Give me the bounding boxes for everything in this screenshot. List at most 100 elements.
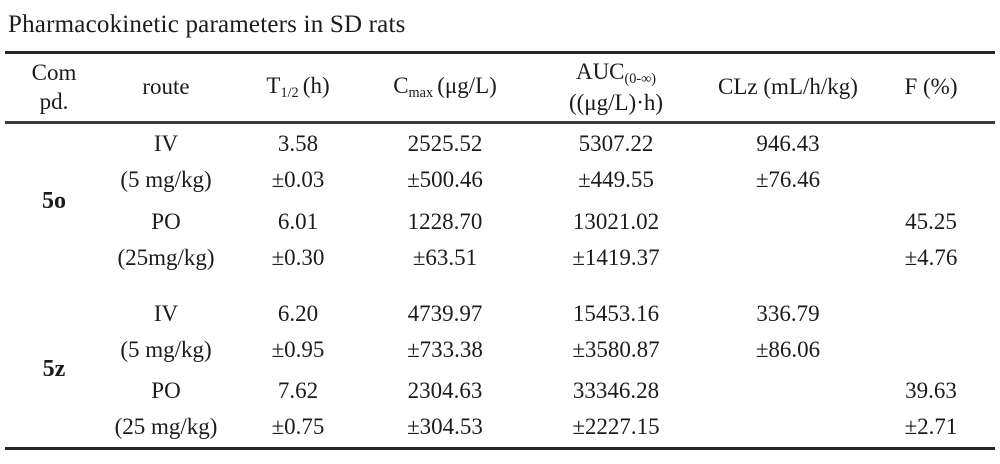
compound-label-5z: 5z <box>42 356 66 383</box>
header-auc: AUC(0-∞) ((μg/L)·h) <box>523 52 709 124</box>
t-half-mean: 6.01 <box>277 208 319 234</box>
t-half-unit: (h) <box>302 73 330 99</box>
clz-mean <box>709 204 867 240</box>
t-half-mean: 6.20 <box>277 300 319 326</box>
table-header: Com pd. route T1/2 (h) Cmax (μg/L) AUC(0-∞… <box>5 52 995 124</box>
clz-sd: ±76.46 <box>755 167 821 193</box>
table-row-5z-po: PO (25 mg/kg) 7.62 ±0.75 2304.63 ±304.53… <box>5 371 995 449</box>
cmax-mean: 4739.97 <box>407 300 483 326</box>
cell-route: PO (25mg/kg) <box>103 201 229 279</box>
header-compound-line2: pd. <box>39 88 69 114</box>
f-sd: ±2.71 <box>904 413 958 439</box>
cell-route: IV (5 mg/kg) <box>103 293 229 371</box>
route-value: PO <box>151 208 181 234</box>
header-compound: Com pd. <box>5 52 103 124</box>
cmax-sd: ±304.53 <box>407 413 483 439</box>
t-half-mean: 7.62 <box>277 377 319 403</box>
auc-mean: 33346.28 <box>572 377 660 403</box>
t-half-symbol: T <box>266 73 281 99</box>
cmax-mean: 1228.70 <box>407 208 483 234</box>
compound-label-5o: 5o <box>42 187 66 214</box>
cell-cmax: 2525.52 ±500.46 <box>367 123 523 201</box>
f-mean: 45.25 <box>905 208 957 234</box>
cell-auc: 33346.28 ±2227.15 <box>523 371 709 449</box>
cell-t-half: 3.58 ±0.03 <box>229 123 367 201</box>
cell-t-half: 7.62 ±0.75 <box>229 371 367 449</box>
cmax-sd: ±63.51 <box>412 244 478 270</box>
cell-cmax: 1228.70 ±63.51 <box>367 201 523 279</box>
cell-f: 39.63 ±2.71 <box>867 371 995 449</box>
route-value: IV <box>153 300 179 326</box>
cell-clz: 336.79 ±86.06 <box>709 293 867 371</box>
f-mean <box>867 296 995 332</box>
header-cmax: Cmax (μg/L) <box>367 52 523 124</box>
cell-auc: 5307.22 ±449.55 <box>523 123 709 201</box>
cmax-unit: (μg/L) <box>437 73 497 99</box>
spacer-cell <box>5 279 995 293</box>
pk-table: Com pd. route T1/2 (h) Cmax (μg/L) AUC(0-∞… <box>5 51 995 450</box>
cell-route: IV (5 mg/kg) <box>103 123 229 201</box>
auc-unit-line: ((μg/L)·h) <box>568 89 664 115</box>
cmax-subscript: max <box>408 85 434 102</box>
f-mean <box>867 126 995 162</box>
auc-sd: ±449.55 <box>578 167 654 193</box>
table-row-5z-iv: 5z IV (5 mg/kg) 6.20 ±0.95 4739.97 ±733.… <box>5 293 995 383</box>
auc-sd: ±3580.87 <box>572 336 660 362</box>
cell-clz: 946.43 ±76.46 <box>709 123 867 201</box>
dose-value: (5 mg/kg) <box>120 167 212 193</box>
table-title: Pharmacokinetic parameters in SD rats <box>8 11 406 38</box>
auc-symbol-line: AUC(0-∞) <box>523 58 709 89</box>
cmax-mean: 2304.63 <box>407 377 483 403</box>
cell-clz <box>709 201 867 279</box>
route-value: PO <box>151 377 181 403</box>
cell-clz <box>709 371 867 449</box>
header-f: F (%) <box>867 52 995 124</box>
f-sd <box>867 162 995 198</box>
clz-mean <box>709 373 867 409</box>
auc-sd: ±1419.37 <box>572 244 660 270</box>
t-half-mean: 3.58 <box>277 131 319 157</box>
clz-sd <box>709 409 867 445</box>
auc-mean: 15453.16 <box>572 300 660 326</box>
dose-value: (25 mg/kg) <box>114 413 218 439</box>
header-route: route <box>103 52 229 124</box>
f-sd <box>867 332 995 368</box>
table-row-5o-iv: 5o IV (5 mg/kg) 3.58 ±0.03 2525.52 ±500.… <box>5 123 995 214</box>
cmax-sd: ±500.46 <box>407 167 483 193</box>
t-half-sd: ±0.30 <box>271 244 325 270</box>
group-spacer <box>5 279 995 293</box>
cell-f: 45.25 ±4.76 <box>867 201 995 279</box>
auc-sd: ±2227.15 <box>572 413 660 439</box>
clz-mean: 336.79 <box>756 300 820 326</box>
cell-t-half: 6.01 ±0.30 <box>229 201 367 279</box>
t-half-sd: ±0.75 <box>271 413 325 439</box>
auc-mean: 13021.02 <box>572 208 660 234</box>
t-half-sd: ±0.03 <box>271 167 325 193</box>
auc-subscript: (0-∞) <box>624 70 657 87</box>
clz-sd: ±86.06 <box>755 336 821 362</box>
table-row-5o-po: PO (25mg/kg) 6.01 ±0.30 1228.70 ±63.51 1… <box>5 201 995 279</box>
auc-symbol: AUC <box>575 58 625 84</box>
cell-route: PO (25 mg/kg) <box>103 371 229 449</box>
header-row: Com pd. route T1/2 (h) Cmax (μg/L) AUC(0-∞… <box>5 52 995 124</box>
t-half-subscript: 1/2 <box>280 85 299 102</box>
cmax-symbol: C <box>393 73 409 99</box>
cell-f <box>867 123 995 201</box>
cell-auc: 13021.02 ±1419.37 <box>523 201 709 279</box>
dose-value: (25mg/kg) <box>117 244 215 270</box>
cell-cmax: 4739.97 ±733.38 <box>367 293 523 371</box>
t-half-sd: ±0.95 <box>271 336 325 362</box>
cell-t-half: 6.20 ±0.95 <box>229 293 367 371</box>
f-sd: ±4.76 <box>904 244 958 270</box>
route-value: IV <box>153 131 179 157</box>
header-clz: CLz (mL/h/kg) <box>709 52 867 124</box>
table-body: 5o IV (5 mg/kg) 3.58 ±0.03 2525.52 ±500.… <box>5 123 995 449</box>
clz-mean: 946.43 <box>756 131 820 157</box>
cell-f <box>867 293 995 371</box>
header-t-half: T1/2 (h) <box>229 52 367 124</box>
f-mean: 39.63 <box>905 377 957 403</box>
cmax-mean: 2525.52 <box>407 131 483 157</box>
cmax-sd: ±733.38 <box>407 336 483 362</box>
header-compound-line1: Com <box>31 59 77 85</box>
